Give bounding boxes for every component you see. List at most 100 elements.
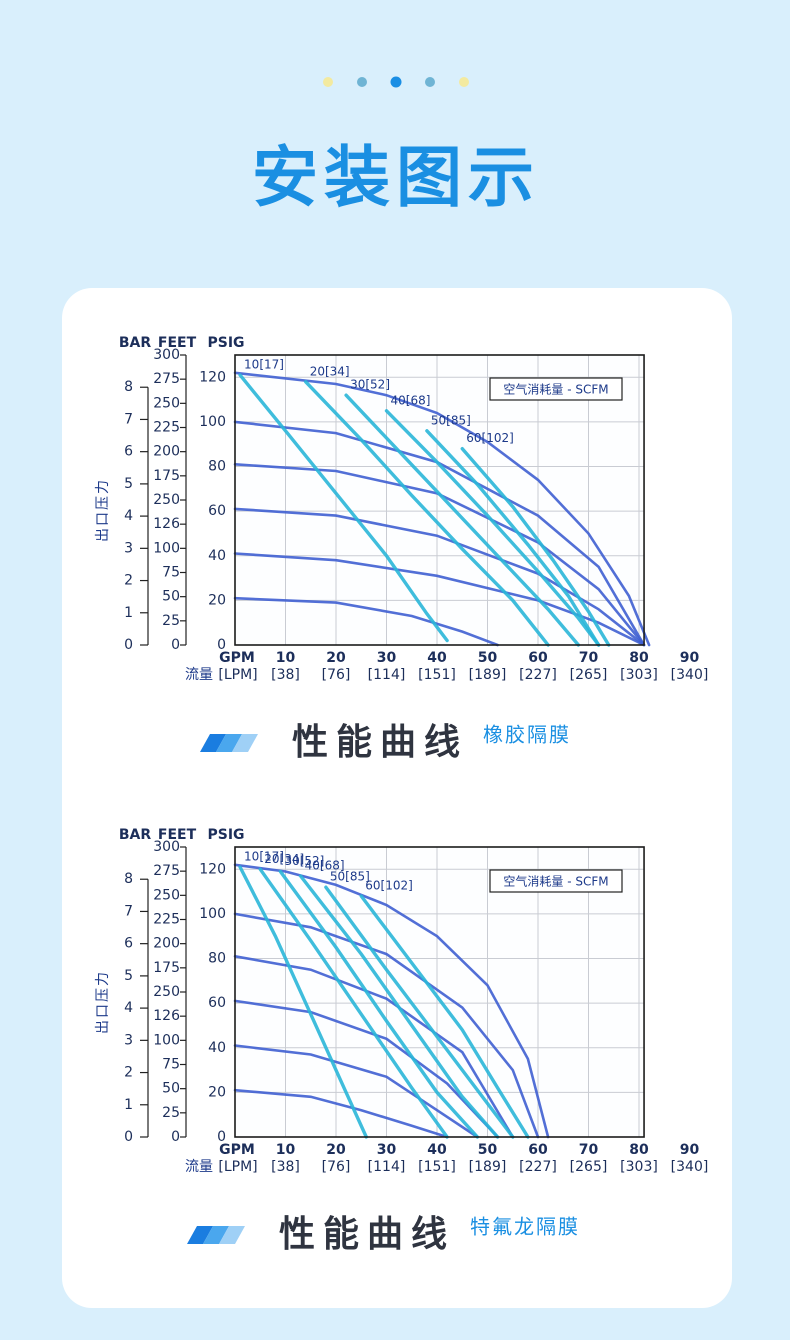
y2-tick-label: 200 <box>153 936 180 952</box>
x-tick-label: 60 <box>528 650 548 666</box>
x-tick-label: 50 <box>478 650 498 666</box>
curve <box>304 380 550 647</box>
y2-tick-label: 100 <box>153 1032 180 1048</box>
y-tick-label: 120 <box>199 369 226 385</box>
y2-tick-label: 275 <box>153 863 180 879</box>
curve <box>233 507 646 647</box>
y3-tick-label: 3 <box>124 1032 133 1048</box>
curve <box>233 955 515 1139</box>
y3-tick-label: 1 <box>124 605 133 621</box>
pager-dots <box>323 76 469 88</box>
y-tick-label: 0 <box>217 637 226 653</box>
y3-tick-label: 8 <box>124 871 133 887</box>
y3-tick-label: 6 <box>124 936 133 952</box>
y2-tick-label: 175 <box>153 960 180 976</box>
curve <box>384 409 601 647</box>
curve <box>233 999 499 1139</box>
curve <box>344 393 581 647</box>
y2-tick-label: 25 <box>162 613 180 629</box>
curve-label: 50[85] <box>330 870 370 884</box>
x2-tick-label: [38] <box>271 667 300 683</box>
y2-tick-label: 275 <box>153 371 180 387</box>
x2-tick-label: [265] <box>570 667 608 683</box>
x-tick-label: 60 <box>528 1142 548 1158</box>
y3-tick-label: 3 <box>124 540 133 556</box>
x2-tick-label: [189] <box>469 1159 507 1175</box>
curve <box>233 863 550 1139</box>
y3-tick-label: 8 <box>124 379 133 395</box>
caption-icon <box>200 734 226 752</box>
x-axis-unit: GPM <box>219 1142 255 1158</box>
y2-tick-label: 250 <box>153 887 180 903</box>
x2-tick-label: [151] <box>418 667 456 683</box>
y2-tick-label: 50 <box>162 589 180 605</box>
axis-unit: FEET <box>158 827 197 843</box>
x2-tick-label: [340] <box>671 1159 709 1175</box>
y2-tick-label: 0 <box>171 1129 180 1145</box>
x-tick-label: 50 <box>478 1142 498 1158</box>
dot <box>425 77 435 87</box>
curve <box>233 1044 479 1139</box>
x-tick-label: 70 <box>579 1142 599 1158</box>
caption: 性能曲线 <box>279 1214 455 1255</box>
x2-tick-label: [151] <box>418 1159 456 1175</box>
chart: 10[17]20[34]30[52]40[68]50[85]60[102] 空气消… <box>95 827 708 1255</box>
caption-icon <box>203 1226 229 1244</box>
x2-axis-unit: [LPM] <box>218 1159 257 1175</box>
curve <box>233 420 646 647</box>
curve-label: 60[102] <box>466 431 514 445</box>
x2-tick-label: [303] <box>620 1159 658 1175</box>
y2-tick-label: 300 <box>153 839 180 855</box>
y2-tick-label: 250 <box>153 984 180 1000</box>
curve-label: 10[17] <box>244 850 284 864</box>
legend-box <box>489 869 623 893</box>
y-axis-title: 出口压力 <box>95 478 111 542</box>
x-tick-label: 20 <box>326 1142 346 1158</box>
y-tick-label: 100 <box>199 906 226 922</box>
y2-tick-label: 126 <box>153 516 180 532</box>
y2-tick-label: 200 <box>153 444 180 460</box>
x-tick-label: 80 <box>629 650 649 666</box>
y-tick-label: 60 <box>208 503 226 519</box>
x-tick-label: 40 <box>427 1142 447 1158</box>
x-axis-unit: GPM <box>219 650 255 666</box>
curve-label: 50[85] <box>431 413 471 427</box>
x-tick-label: 40 <box>427 650 447 666</box>
y-tick-label: 100 <box>199 414 226 430</box>
curve <box>278 869 480 1139</box>
page-title: 安装图示 <box>252 139 540 216</box>
y2-tick-label: 25 <box>162 1105 180 1121</box>
y2-tick-label: 100 <box>153 540 180 556</box>
curve <box>324 885 515 1139</box>
y-tick-label: 80 <box>208 951 226 967</box>
caption-icon <box>187 1226 213 1244</box>
x2-axis-unit: [LPM] <box>218 667 257 683</box>
curve <box>238 865 368 1139</box>
caption-tag: 橡胶隔膜 <box>483 723 571 747</box>
caption-icon <box>219 1226 245 1244</box>
y3-tick-label: 5 <box>124 476 133 492</box>
y2-tick-label: 75 <box>162 565 180 581</box>
y2-tick-label: 50 <box>162 1081 180 1097</box>
curve <box>233 596 499 647</box>
curve <box>258 867 449 1139</box>
curve <box>298 874 500 1139</box>
y-tick-label: 20 <box>208 1084 226 1100</box>
curve <box>460 447 611 647</box>
y2-tick-label: 300 <box>153 347 180 363</box>
curve <box>238 373 449 643</box>
axis-unit: BAR <box>119 827 152 843</box>
x-tick-label: 80 <box>629 1142 649 1158</box>
y-tick-label: 120 <box>199 861 226 877</box>
y2-tick-label: 75 <box>162 1057 180 1073</box>
x-tick-label: 70 <box>579 650 599 666</box>
x2-tick-label: [265] <box>570 1159 608 1175</box>
y-tick-label: 60 <box>208 995 226 1011</box>
y3-tick-label: 2 <box>124 1065 133 1081</box>
curve-label: 20[34] <box>310 364 350 378</box>
curve-label: 40[68] <box>305 859 345 873</box>
y3-tick-label: 5 <box>124 968 133 984</box>
dot <box>323 77 333 87</box>
y2-tick-label: 175 <box>153 468 180 484</box>
